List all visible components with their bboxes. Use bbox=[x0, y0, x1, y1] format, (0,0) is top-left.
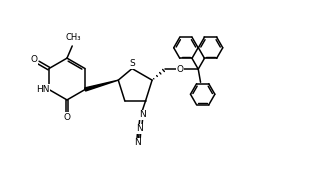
Text: N: N bbox=[136, 124, 143, 133]
Text: HN: HN bbox=[36, 85, 49, 94]
Text: O: O bbox=[177, 65, 184, 74]
Text: N: N bbox=[139, 110, 146, 120]
Text: CH₃: CH₃ bbox=[66, 33, 81, 42]
Text: N: N bbox=[135, 138, 141, 147]
Text: O: O bbox=[63, 113, 71, 122]
Text: S: S bbox=[129, 59, 135, 68]
Polygon shape bbox=[85, 80, 118, 91]
Text: O: O bbox=[30, 55, 37, 64]
